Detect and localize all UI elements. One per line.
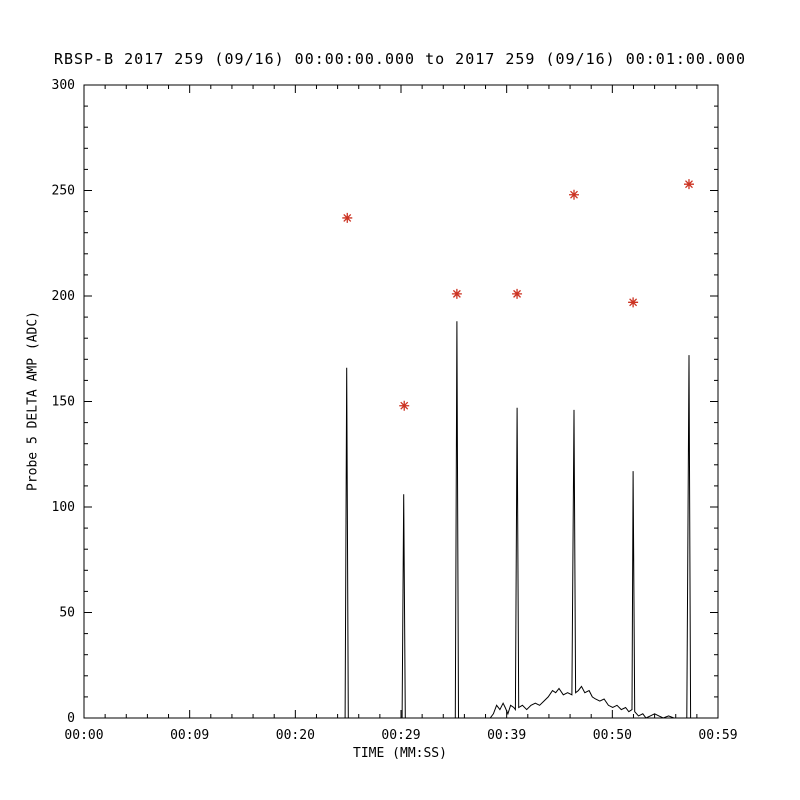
x-tick-label: 00:59: [698, 728, 737, 743]
peak-marker: [342, 212, 353, 223]
x-tick-label: 00:09: [170, 728, 209, 743]
x-tick-label: 00:20: [276, 728, 315, 743]
x-tick-label: 00:00: [64, 728, 103, 743]
y-tick-label: 0: [67, 711, 75, 726]
y-tick-label: 50: [59, 606, 75, 621]
peak-marker: [683, 179, 694, 190]
y-tick-label: 200: [52, 289, 75, 304]
y-tick-label: 150: [52, 395, 75, 410]
peak-marker: [628, 297, 639, 308]
y-tick-label: 100: [52, 500, 75, 515]
peak-marker: [451, 288, 462, 299]
y-tick-label: 250: [52, 184, 75, 199]
x-tick-label: 00:39: [487, 728, 526, 743]
peak-marker: [512, 288, 523, 299]
peak-marker: [569, 189, 580, 200]
x-axis-label: TIME (MM:SS): [353, 746, 447, 761]
plot-frame: [83, 84, 719, 719]
x-tick-label: 00:29: [381, 728, 420, 743]
x-tick-label: 00:50: [593, 728, 632, 743]
y-tick-label: 300: [52, 78, 75, 93]
peak-marker: [399, 400, 410, 411]
data-line: [84, 321, 718, 719]
chart-title: RBSP-B 2017 259 (09/16) 00:00:00.000 to …: [53, 50, 747, 68]
